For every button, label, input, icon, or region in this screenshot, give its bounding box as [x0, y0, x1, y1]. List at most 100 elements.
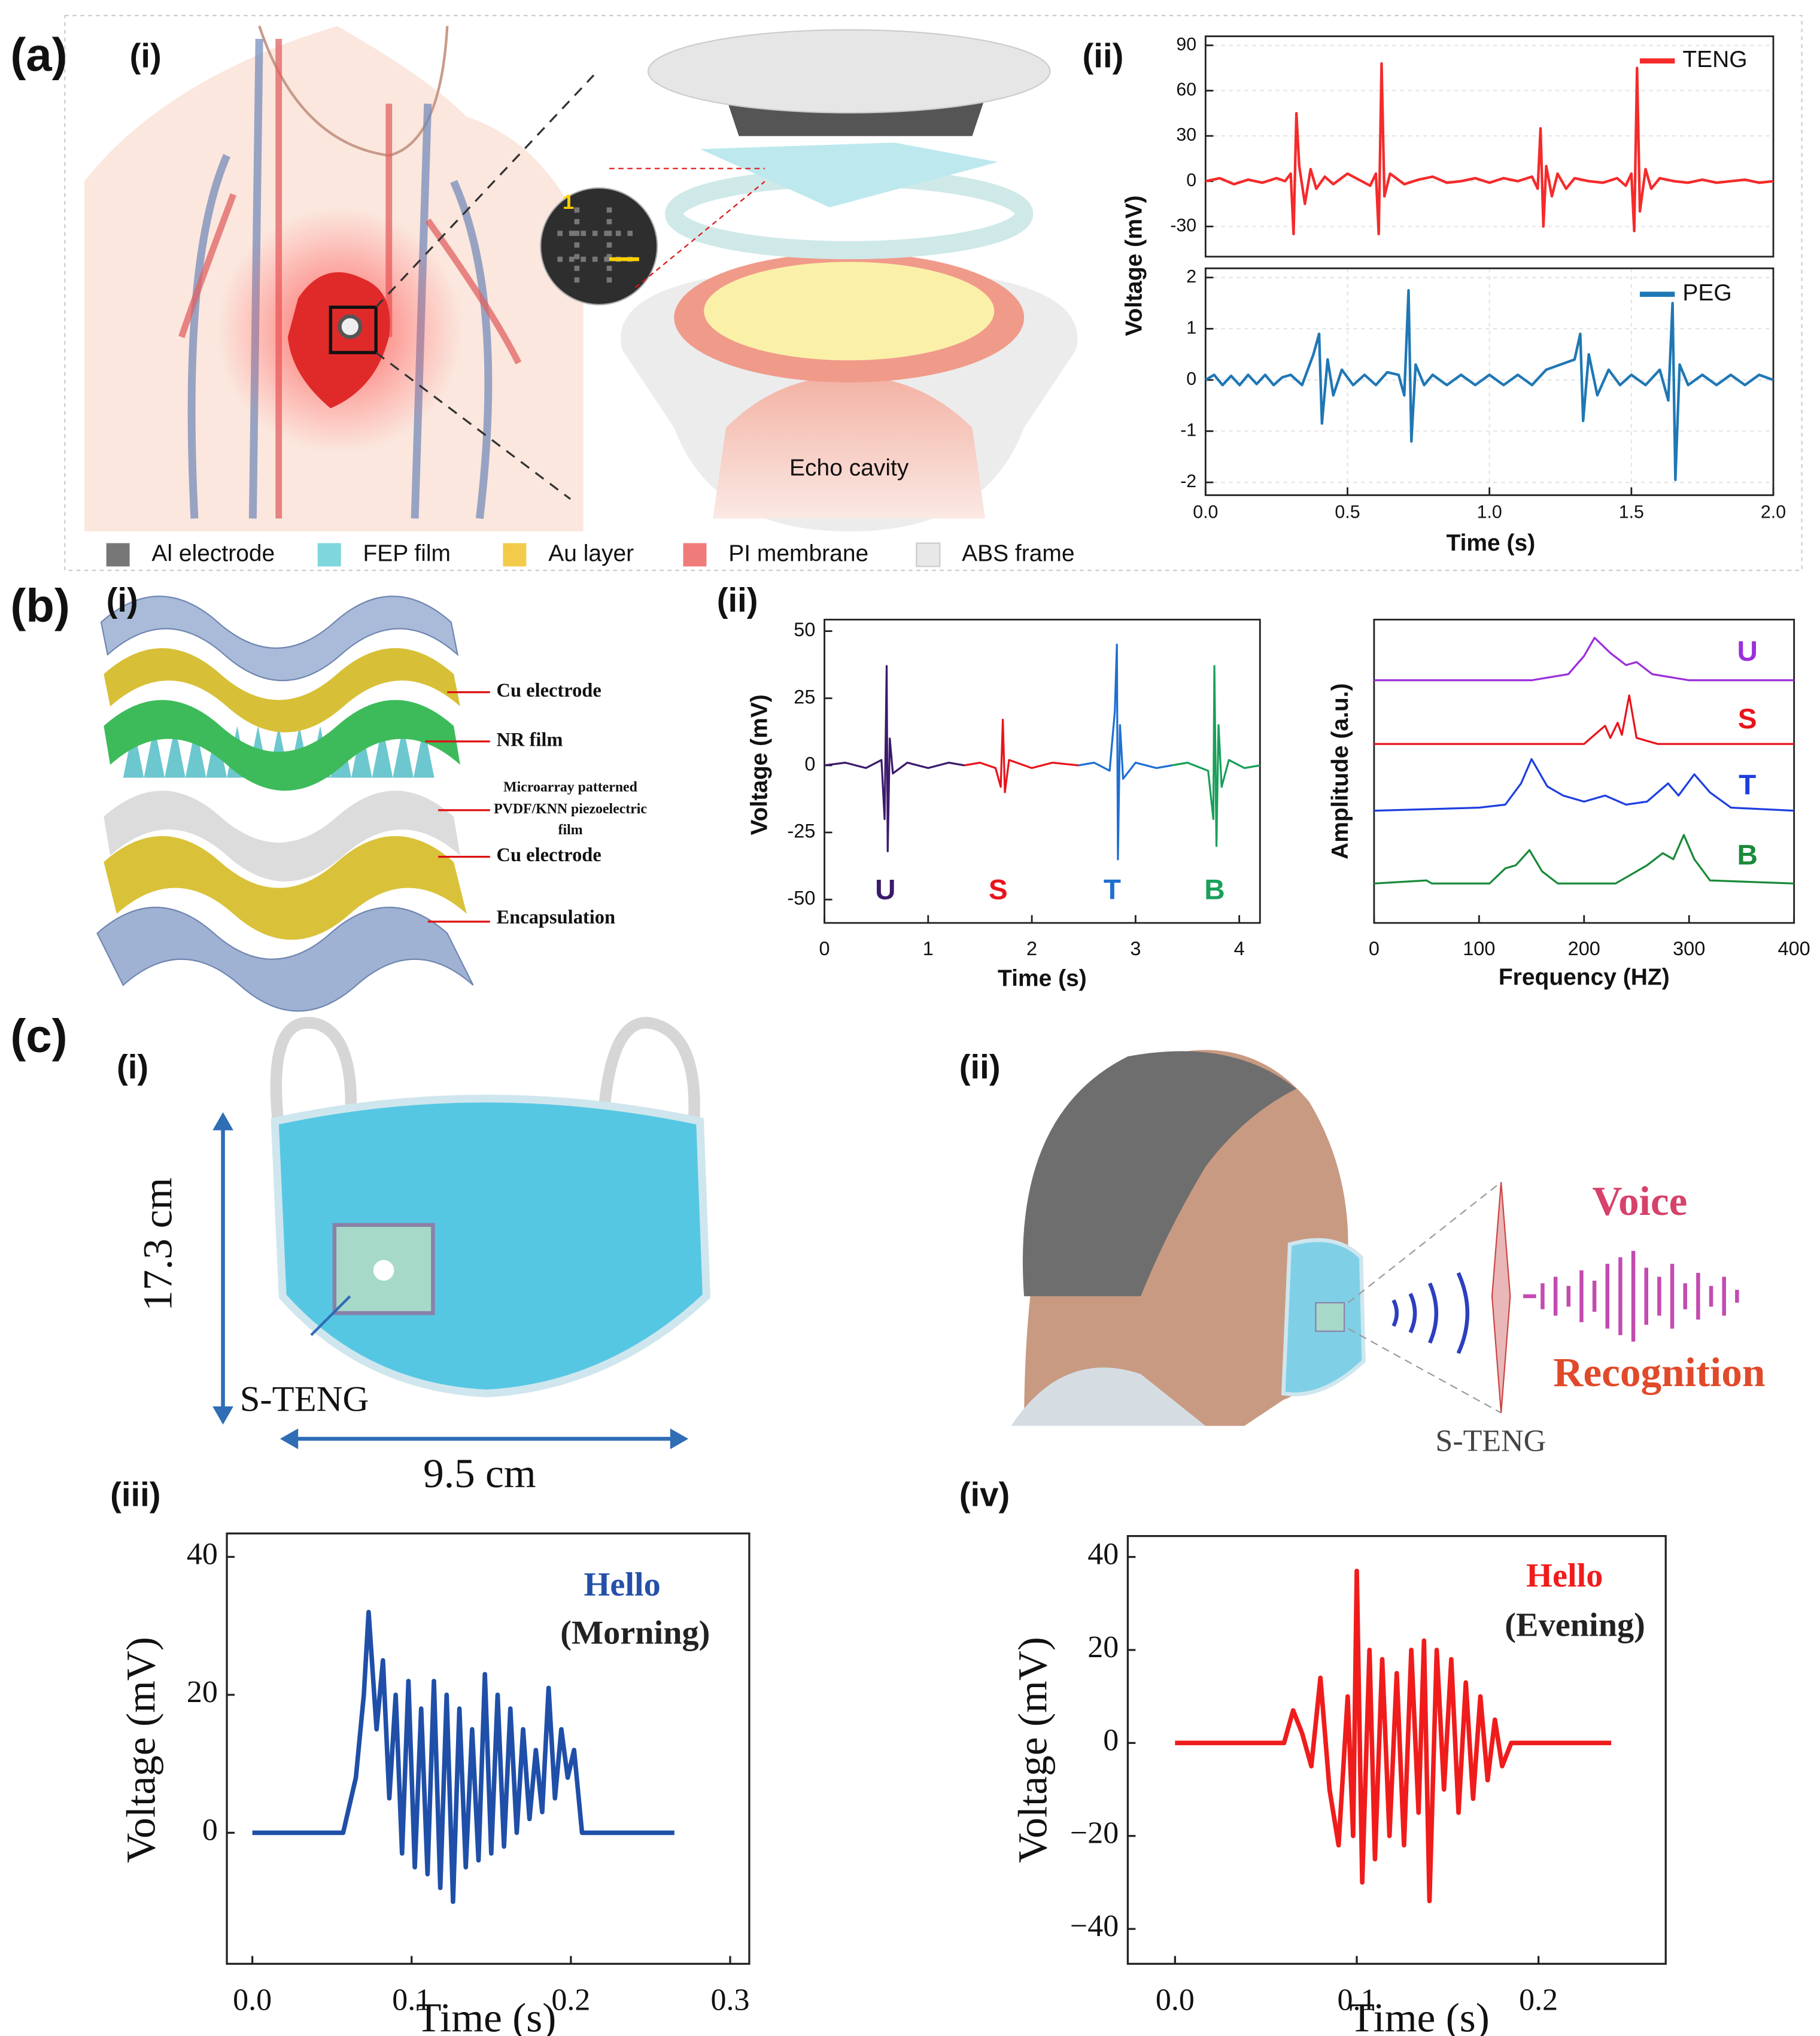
- echo-cavity: [713, 376, 986, 519]
- x-tick-label: 0.0: [233, 1983, 272, 2017]
- voice-waveform: [1523, 1251, 1739, 1342]
- sem-pores: [557, 207, 636, 285]
- y-tick-label: -2: [1180, 472, 1196, 491]
- inset-line: [634, 181, 765, 288]
- y-tick-label: -30: [1170, 215, 1196, 235]
- legend-label: PEG: [1682, 280, 1731, 306]
- plot-frame: [1204, 267, 1775, 496]
- y-axis-label: Voltage (mV): [747, 694, 773, 835]
- y-tick-label: 20: [187, 1675, 218, 1709]
- data-line: [1205, 62, 1774, 236]
- layer-label: film: [558, 822, 583, 838]
- echo-cavity-label: Echo cavity: [789, 455, 909, 481]
- panel-label: (c): [10, 1010, 67, 1062]
- x-tick-label: 0.0: [1156, 1983, 1195, 2017]
- y-tick-label: −20: [1070, 1816, 1119, 1850]
- annotation: Hello: [1526, 1557, 1603, 1594]
- nr-film-layer: [104, 700, 460, 791]
- plot-frame: [1126, 1534, 1667, 1965]
- y-tick-label: 0: [804, 753, 815, 774]
- sensor-membrane: [1491, 1182, 1511, 1413]
- layer-label: Microarray patterned: [503, 779, 637, 795]
- layer-label: Cu electrode: [497, 680, 601, 701]
- mask-height-label: 17.3 cm: [135, 1178, 181, 1311]
- data-line: [1171, 665, 1260, 847]
- y-tick-label: 30: [1176, 125, 1196, 145]
- y-axis-label: Amplitude (a.u.): [1327, 683, 1353, 859]
- zoom-line: [375, 351, 572, 500]
- x-tick-label: 0.1: [1338, 1983, 1377, 2017]
- legend-swatch: [317, 543, 341, 567]
- annotation: Hello: [584, 1566, 661, 1603]
- y-tick-label: 0: [1186, 171, 1196, 190]
- legend-label: TENG: [1682, 47, 1747, 72]
- y-tick-label: -25: [787, 821, 815, 842]
- worn-sensor: [1315, 1302, 1345, 1332]
- x-axis-label: Time (s): [1446, 530, 1535, 556]
- y-axis-label: Voltage (mV): [1122, 195, 1147, 336]
- data-line: [1374, 834, 1794, 885]
- x-tick-label: 1: [923, 938, 934, 959]
- x-axis-label: Time (s): [998, 966, 1087, 992]
- recognition-label: Recognition: [1553, 1349, 1765, 1395]
- legend-label: ABS frame: [962, 540, 1074, 566]
- y-tick-label: 40: [187, 1537, 218, 1571]
- layer-label: PVDF/KNN piezoelectric: [494, 801, 647, 817]
- annotation: (Morning): [560, 1614, 710, 1651]
- sensor-label: S-TENG: [240, 1379, 369, 1419]
- x-axis-label: Frequency (HZ): [1499, 965, 1670, 990]
- data-line: [824, 665, 965, 853]
- x-tick-label: 100: [1463, 938, 1495, 959]
- panel-label: (ii): [717, 581, 758, 619]
- top-cover: [647, 29, 1051, 114]
- x-axis-label: Time (s): [416, 1995, 556, 2036]
- ear-loops: [270, 1017, 700, 1129]
- legend-swatch: [916, 542, 941, 567]
- encapsulation-layer: [96, 907, 474, 1012]
- data-line: [1205, 288, 1774, 481]
- legend-label: FEP film: [363, 540, 451, 566]
- encapsulation-layer: [100, 595, 459, 682]
- plot-frame: [226, 1532, 751, 1965]
- device-marker: [329, 305, 378, 354]
- series-label: B: [1737, 839, 1757, 871]
- device-icon: [338, 314, 363, 339]
- hair: [1022, 1051, 1296, 1296]
- piezo-film: [104, 791, 460, 882]
- legend-swatch: [503, 543, 527, 567]
- series-label: S: [1738, 703, 1757, 735]
- layer-label: NR film: [497, 729, 563, 750]
- panel-label: (a): [10, 28, 67, 81]
- data-line: [1078, 643, 1172, 861]
- pointer-arrows: [425, 691, 490, 923]
- sensor-label: S-TENG: [1435, 1424, 1546, 1458]
- voice-label: Voice: [1592, 1178, 1687, 1224]
- x-tick-label: 1.5: [1619, 503, 1644, 522]
- series-label: T: [1739, 769, 1756, 801]
- legend-swatch: [106, 543, 130, 567]
- y-tick-label: 0: [1103, 1723, 1119, 1757]
- x-tick-label: 0.3: [711, 1983, 750, 2017]
- panel-label: (iii): [110, 1476, 160, 1514]
- shirt: [1011, 1368, 1206, 1426]
- fep-film: [700, 142, 998, 208]
- mask-width-label: 9.5 cm: [423, 1450, 536, 1496]
- y-tick-label: -1: [1180, 420, 1196, 440]
- data-line: [1374, 694, 1794, 745]
- y-tick-label: 50: [794, 619, 815, 640]
- y-tick-label: 40: [1087, 1537, 1119, 1571]
- cu-electrode-layer: [104, 836, 467, 940]
- panel-label: (b): [10, 579, 70, 632]
- series-label: T: [1104, 874, 1121, 906]
- x-tick-label: 4: [1234, 938, 1245, 959]
- zoom-line: [1348, 1328, 1502, 1414]
- x-tick-label: 200: [1568, 938, 1600, 959]
- x-tick-label: 400: [1778, 938, 1810, 959]
- x-tick-label: 0.0: [1193, 503, 1218, 522]
- legend-label: Al electrode: [151, 540, 275, 566]
- y-tick-label: 0: [1186, 369, 1196, 389]
- data-line: [252, 1609, 674, 1904]
- x-tick-label: 0.2: [551, 1983, 590, 2017]
- y-tick-label: 90: [1176, 35, 1196, 54]
- y-tick-label: 2: [1186, 267, 1196, 287]
